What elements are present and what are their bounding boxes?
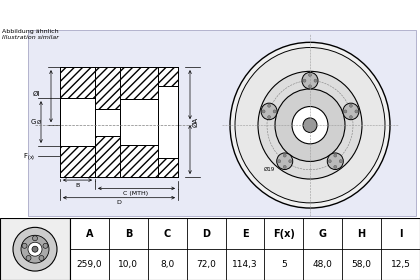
- Text: Ø19: Ø19: [279, 116, 290, 122]
- Bar: [60, 98, 95, 146]
- Circle shape: [343, 103, 359, 120]
- Circle shape: [314, 79, 317, 82]
- Circle shape: [258, 71, 362, 179]
- Circle shape: [268, 104, 270, 107]
- Circle shape: [309, 85, 312, 88]
- Bar: [95, 67, 120, 109]
- Text: F(x): F(x): [273, 229, 295, 239]
- Text: $\mathsf{F_{(x)}}$: $\mathsf{F_{(x)}}$: [23, 151, 35, 162]
- Circle shape: [283, 154, 286, 157]
- Circle shape: [303, 79, 306, 82]
- Text: E: E: [241, 229, 248, 239]
- Text: C: C: [164, 229, 171, 239]
- Circle shape: [292, 107, 328, 144]
- Bar: [158, 67, 178, 86]
- Text: G: G: [319, 229, 327, 239]
- Circle shape: [261, 103, 277, 120]
- Circle shape: [39, 256, 44, 260]
- Text: ØA: ØA: [193, 117, 199, 127]
- Circle shape: [283, 165, 286, 169]
- Text: 259,0: 259,0: [76, 260, 102, 269]
- Circle shape: [32, 246, 38, 252]
- Bar: [158, 158, 178, 177]
- Text: C (MTH): C (MTH): [123, 191, 149, 196]
- Circle shape: [273, 110, 276, 113]
- Text: 114,3: 114,3: [232, 260, 258, 269]
- Circle shape: [43, 243, 48, 248]
- Bar: [95, 136, 120, 177]
- Text: G: G: [31, 119, 36, 125]
- Text: Ø: Ø: [37, 120, 41, 125]
- Circle shape: [13, 227, 57, 271]
- Text: Abbildung ähnlich: Abbildung ähnlich: [2, 29, 59, 34]
- Circle shape: [328, 160, 331, 163]
- Bar: [0, 218, 70, 280]
- Circle shape: [355, 110, 358, 113]
- Text: ØE: ØE: [141, 118, 146, 127]
- Text: D: D: [117, 200, 121, 205]
- Circle shape: [262, 110, 265, 113]
- Text: 24.0110-0181.1    410181: 24.0110-0181.1 410181: [101, 5, 319, 20]
- Text: 58,0: 58,0: [352, 260, 372, 269]
- Circle shape: [339, 160, 342, 163]
- Bar: [120, 145, 158, 177]
- Bar: [70, 218, 420, 280]
- Text: A: A: [86, 229, 93, 239]
- Circle shape: [302, 72, 318, 89]
- Circle shape: [32, 236, 37, 241]
- Text: ØI: ØI: [32, 91, 39, 97]
- Circle shape: [334, 165, 337, 169]
- Text: 8,0: 8,0: [160, 260, 174, 269]
- Circle shape: [344, 110, 347, 113]
- Circle shape: [28, 242, 42, 256]
- Circle shape: [26, 256, 31, 260]
- Circle shape: [278, 160, 281, 163]
- Text: 48,0: 48,0: [313, 260, 333, 269]
- Bar: [120, 67, 158, 99]
- Text: H: H: [357, 229, 366, 239]
- Circle shape: [327, 153, 343, 169]
- Bar: [60, 146, 95, 177]
- Text: ØH: ØH: [126, 117, 131, 127]
- Text: 72,0: 72,0: [196, 260, 216, 269]
- Circle shape: [235, 48, 385, 203]
- Text: D: D: [202, 229, 210, 239]
- Circle shape: [349, 104, 352, 107]
- Text: Ø19: Ø19: [263, 166, 275, 171]
- Circle shape: [277, 153, 293, 169]
- Text: B: B: [75, 183, 79, 188]
- Circle shape: [230, 42, 390, 208]
- Text: 5: 5: [281, 260, 287, 269]
- Text: Illustration similar: Illustration similar: [2, 35, 59, 40]
- Text: ATE: ATE: [243, 98, 357, 152]
- Bar: [60, 67, 95, 98]
- Text: 12,5: 12,5: [391, 260, 410, 269]
- Circle shape: [334, 154, 337, 157]
- Text: 10,0: 10,0: [118, 260, 138, 269]
- Circle shape: [22, 243, 27, 248]
- Circle shape: [303, 118, 317, 132]
- Text: B: B: [125, 229, 132, 239]
- Circle shape: [268, 116, 270, 119]
- Bar: [158, 86, 178, 158]
- Bar: [95, 109, 120, 136]
- Circle shape: [349, 116, 352, 119]
- Text: I: I: [399, 229, 402, 239]
- Circle shape: [289, 160, 292, 163]
- Circle shape: [275, 89, 345, 162]
- Circle shape: [309, 73, 312, 76]
- Bar: [120, 99, 158, 145]
- Circle shape: [21, 235, 49, 263]
